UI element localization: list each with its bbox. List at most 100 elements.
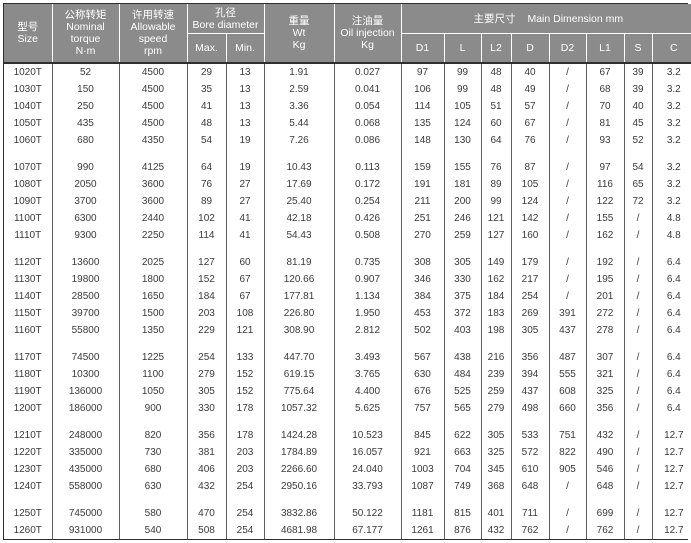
table-row: 1230T 435000 680 406 203 2266.60 24.040 1003 704… bbox=[4, 461, 691, 478]
value-cell: 177.81 bbox=[263, 288, 335, 305]
separator-cell bbox=[651, 339, 691, 349]
value-cell: 330 bbox=[186, 400, 226, 417]
value-cell: 198 bbox=[480, 322, 512, 339]
table-row: 1150T 39700 1500 203 108 226.80 1.950 453 372 183… bbox=[4, 305, 691, 322]
separator-cell bbox=[4, 244, 52, 254]
value-cell: 375 bbox=[443, 288, 482, 305]
value-cell: 278 bbox=[585, 322, 625, 339]
size-cell: 1070T bbox=[4, 159, 52, 176]
value-cell: 239 bbox=[480, 366, 512, 383]
separator-cell bbox=[480, 149, 512, 159]
value-cell: 254 bbox=[225, 505, 265, 522]
separator-cell bbox=[400, 417, 445, 427]
value-cell: 186000 bbox=[51, 400, 119, 417]
separator-cell bbox=[333, 495, 402, 505]
separator-cell bbox=[585, 495, 625, 505]
value-cell: 0.041 bbox=[333, 81, 402, 98]
value-cell: 216 bbox=[480, 349, 512, 366]
value-cell: 246 bbox=[443, 210, 482, 227]
separator-cell bbox=[585, 339, 625, 349]
value-cell: / bbox=[548, 115, 587, 132]
separator-cell bbox=[510, 417, 550, 427]
value-cell: 680 bbox=[51, 132, 119, 149]
value-cell: 181 bbox=[443, 176, 482, 193]
value-cell: 2950.16 bbox=[263, 478, 335, 495]
value-cell: 572 bbox=[510, 444, 550, 461]
value-cell: 97 bbox=[400, 63, 445, 81]
separator-cell bbox=[51, 244, 119, 254]
value-cell: 4.8 bbox=[651, 227, 691, 244]
separator-cell bbox=[400, 495, 445, 505]
size-cell: 1110T bbox=[4, 227, 52, 244]
value-cell: 372 bbox=[443, 305, 482, 322]
value-cell: 12.7 bbox=[651, 461, 691, 478]
separator-cell bbox=[225, 339, 265, 349]
value-cell: 0.172 bbox=[333, 176, 402, 193]
value-cell: 201 bbox=[585, 288, 625, 305]
col-header-bore-min: Min. bbox=[225, 33, 265, 63]
value-cell: 136000 bbox=[51, 383, 119, 400]
value-cell: 16.057 bbox=[333, 444, 402, 461]
spec-table-frame: 型号 Size 公称转矩 Nominal torque N·m 许用转速 All… bbox=[3, 3, 691, 540]
value-cell: 152 bbox=[225, 366, 265, 383]
table-row: 1060T 680 4350 54 19 7.26 0.086 148 130 64 76/93 52… bbox=[4, 132, 691, 149]
value-cell: 254 bbox=[186, 349, 226, 366]
value-cell: 200 bbox=[443, 193, 482, 210]
separator-cell bbox=[510, 495, 550, 505]
value-cell: / bbox=[548, 210, 587, 227]
size-cell: 1040T bbox=[4, 98, 52, 115]
value-cell: 630 bbox=[400, 366, 445, 383]
value-cell: 10.43 bbox=[263, 159, 335, 176]
value-cell: 406 bbox=[186, 461, 226, 478]
table-row: 1170T 74500 1225 254 133 447.70 3.493 567 438 216… bbox=[4, 349, 691, 366]
value-cell: 432 bbox=[480, 522, 512, 539]
value-cell: 6.4 bbox=[651, 271, 691, 288]
separator-cell bbox=[585, 417, 625, 427]
value-cell: 41 bbox=[186, 98, 226, 115]
value-cell: 1.950 bbox=[333, 305, 402, 322]
value-cell: 1003 bbox=[400, 461, 445, 478]
separator-cell bbox=[480, 339, 512, 349]
value-cell: 89 bbox=[186, 193, 226, 210]
group-separator bbox=[4, 495, 691, 505]
separator-cell bbox=[118, 417, 187, 427]
value-cell: 0.027 bbox=[333, 63, 402, 81]
value-cell: 630 bbox=[118, 478, 187, 495]
value-cell: 48 bbox=[480, 81, 512, 98]
col-header-l2: L2 bbox=[480, 33, 512, 63]
value-cell: 99 bbox=[443, 81, 482, 98]
size-cell: 1130T bbox=[4, 271, 52, 288]
separator-cell bbox=[585, 244, 625, 254]
value-cell: / bbox=[548, 63, 587, 81]
col-header-d1: D1 bbox=[400, 33, 445, 63]
separator-cell bbox=[548, 339, 587, 349]
value-cell: 2050 bbox=[51, 176, 119, 193]
value-cell: 27 bbox=[225, 193, 265, 210]
value-cell: 3.36 bbox=[263, 98, 335, 115]
table-row: 1240T 558000 630 432 254 2950.16 33.793 1087 749… bbox=[4, 478, 691, 495]
value-cell: 325 bbox=[585, 383, 625, 400]
value-cell: 0.426 bbox=[333, 210, 402, 227]
separator-cell bbox=[118, 495, 187, 505]
separator-cell bbox=[333, 339, 402, 349]
value-cell: 555 bbox=[548, 366, 587, 383]
value-cell: 3.2 bbox=[651, 176, 691, 193]
table-row: 1030T 150 4500 35 13 2.59 0.041 106 99 48 49/68 39 3… bbox=[4, 81, 691, 98]
value-cell: 815 bbox=[443, 505, 482, 522]
value-cell: 680 bbox=[118, 461, 187, 478]
value-cell: 279 bbox=[480, 400, 512, 417]
separator-cell bbox=[333, 244, 402, 254]
table-row: 1110T 9300 2250 114 41 54.43 0.508 270 259 127 160… bbox=[4, 227, 691, 244]
value-cell: 676 bbox=[400, 383, 445, 400]
value-cell: 48 bbox=[480, 63, 512, 81]
table-body: 1020T 52 4500 29 13 1.91 0.027 97 99 48 40/67 39 3.2… bbox=[4, 63, 691, 539]
size-cell: 1020T bbox=[4, 63, 52, 81]
size-cell: 1200T bbox=[4, 400, 52, 417]
value-cell: 540 bbox=[118, 522, 187, 539]
value-cell: 0.113 bbox=[333, 159, 402, 176]
value-cell: 546 bbox=[585, 461, 625, 478]
value-cell: 211 bbox=[400, 193, 445, 210]
value-cell: 52 bbox=[623, 132, 653, 149]
value-cell: 384 bbox=[400, 288, 445, 305]
value-cell: 608 bbox=[548, 383, 587, 400]
